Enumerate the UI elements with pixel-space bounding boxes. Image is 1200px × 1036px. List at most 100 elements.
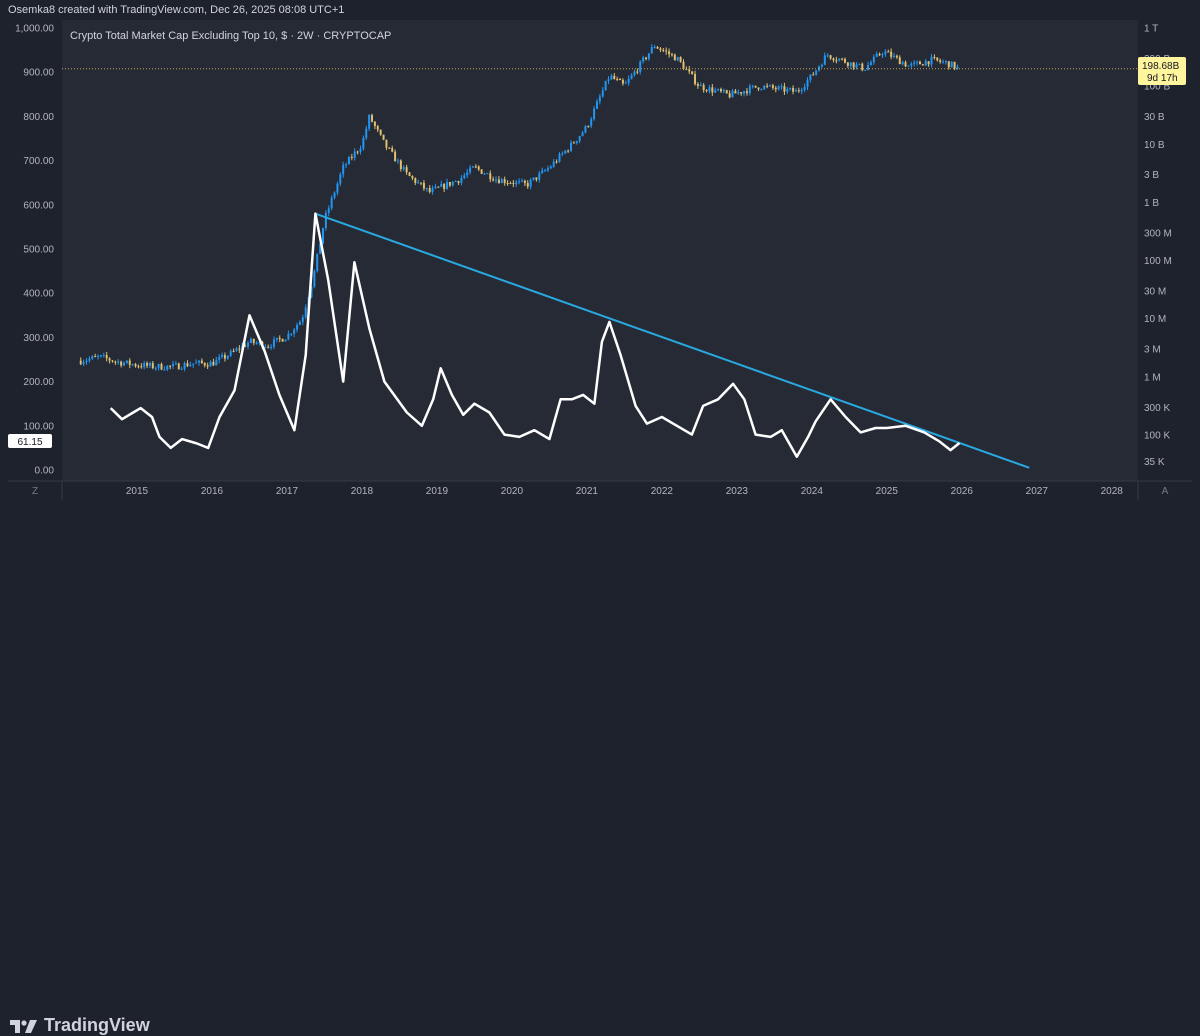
- left-axis-panel[interactable]: [8, 20, 62, 481]
- candle-body: [359, 148, 362, 152]
- candle-body: [197, 360, 200, 363]
- candle-body: [497, 179, 500, 184]
- right-axis-panel[interactable]: [1138, 20, 1192, 481]
- candle-body: [350, 156, 353, 158]
- candle-body: [388, 147, 391, 149]
- candle-body: [371, 115, 374, 122]
- candle-body: [679, 57, 682, 62]
- candle-body: [619, 79, 622, 81]
- candle-body: [763, 85, 766, 90]
- chart-svg[interactable]: Crypto Total Market Cap Excluding Top 10…: [8, 20, 1192, 500]
- candle-body: [541, 170, 544, 174]
- candle-body: [186, 363, 189, 367]
- right-axis-tick-label: 30 M: [1144, 286, 1166, 297]
- candle-body: [270, 346, 273, 348]
- time-axis-panel[interactable]: [8, 481, 1192, 500]
- candle-body: [621, 80, 624, 84]
- candle-body: [535, 177, 538, 180]
- candle-body: [760, 89, 763, 91]
- candle-body: [172, 363, 175, 366]
- candle-body: [506, 183, 509, 185]
- candle-body: [780, 86, 783, 88]
- attribution-text: Osemka8 created with TradingView.com, De…: [8, 4, 345, 16]
- candle-body: [740, 92, 743, 94]
- candle-body: [653, 47, 656, 49]
- tradingview-logo-icon: [10, 1019, 37, 1033]
- candle-body: [151, 363, 154, 369]
- candle-body: [662, 49, 665, 51]
- candle-body: [846, 62, 849, 66]
- candle-body: [440, 183, 443, 187]
- candle-body: [930, 56, 933, 65]
- candle-body: [134, 364, 137, 367]
- price-tag-background: [1138, 57, 1186, 85]
- candle-body: [457, 181, 460, 183]
- candle-body: [174, 363, 177, 365]
- candle-body: [258, 341, 261, 343]
- candle-body: [650, 47, 653, 54]
- candle-body: [235, 348, 238, 352]
- candle-body: [552, 161, 555, 167]
- candle-body: [301, 317, 304, 322]
- candle-body: [304, 307, 307, 318]
- candle-body: [578, 136, 581, 141]
- candle-body: [281, 338, 284, 342]
- candle-body: [659, 48, 662, 50]
- candle-body: [252, 338, 255, 343]
- candle-body: [947, 61, 950, 68]
- right-axis-tick-label: 300 M: [1144, 228, 1172, 239]
- candle-body: [757, 87, 760, 90]
- oscillator-value-tag: 61.15: [8, 434, 52, 448]
- candle-body: [893, 55, 896, 57]
- candle-body: [200, 360, 203, 363]
- right-axis-tick-label: 1 B: [1144, 198, 1159, 209]
- candle-body: [858, 63, 861, 65]
- candle-body: [264, 346, 267, 348]
- candle-body: [812, 74, 815, 76]
- candle-body: [399, 160, 402, 170]
- time-axis-ticks: 2015 2016 2017 2018 2019 2020 2021 2022 2023 2024…: [126, 486, 1123, 497]
- time-axis-tick-label: 2022: [651, 486, 674, 497]
- oscillator-line: [109, 212, 961, 458]
- chart-frame[interactable]: Crypto Total Market Cap Excluding Top 10…: [8, 20, 1192, 500]
- right-axis-tick-label: 30 B: [1144, 112, 1165, 123]
- candle-body: [751, 85, 754, 87]
- time-axis-tick-label: 2025: [876, 486, 899, 497]
- left-axis-tick-label: 700.00: [23, 156, 54, 167]
- candle-body: [232, 351, 235, 353]
- candle-body: [247, 342, 250, 347]
- candle-body: [385, 139, 388, 148]
- candle-body: [345, 164, 348, 166]
- candle-body: [411, 176, 414, 179]
- tradingview-logo[interactable]: TradingView: [10, 1015, 150, 1036]
- candle-body: [310, 286, 313, 298]
- candle-body: [875, 54, 878, 57]
- left-axis-tick-label: 600.00: [23, 200, 54, 211]
- candle-body: [425, 188, 428, 190]
- candle-body: [918, 61, 921, 65]
- candle-body: [598, 96, 601, 102]
- candle-body: [166, 365, 169, 370]
- candle-body: [287, 333, 290, 340]
- candle-body: [480, 169, 483, 174]
- left-corner-label: Z: [32, 486, 38, 497]
- candle-body: [694, 74, 697, 85]
- tradingview-logo-text: TradingView: [44, 1015, 150, 1035]
- candle-body: [797, 90, 800, 92]
- trendline[interactable]: [315, 212, 1030, 469]
- candle-body: [639, 61, 642, 72]
- candle-body: [944, 61, 947, 63]
- candle-body: [486, 173, 489, 175]
- candle-body: [278, 337, 281, 339]
- candle-body: [143, 363, 146, 368]
- candle-body: [774, 87, 777, 90]
- candle-body: [272, 339, 275, 347]
- candle-body: [446, 182, 449, 189]
- candle-body: [293, 329, 296, 334]
- candle-body: [88, 358, 91, 361]
- candle-body: [789, 88, 792, 90]
- candle-body: [777, 86, 780, 90]
- candle-body: [898, 57, 901, 65]
- candle-body: [832, 58, 835, 61]
- candle-body: [572, 142, 575, 144]
